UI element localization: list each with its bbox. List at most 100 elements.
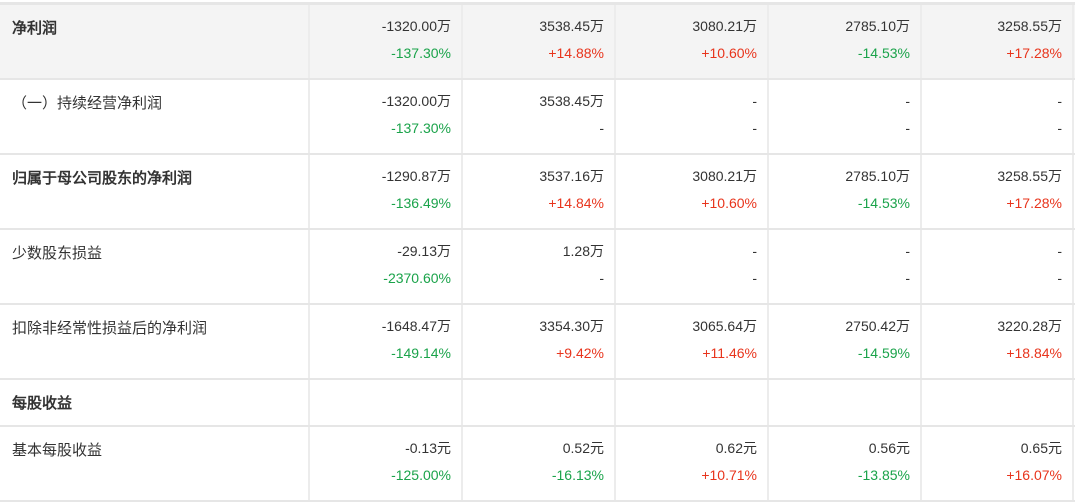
value: 0.62元 <box>715 440 757 456</box>
change-percent: - <box>752 120 757 136</box>
change-percent: +14.84% <box>548 195 604 211</box>
value: 3080.21万 <box>692 18 757 34</box>
value-cell: -1320.00万 -137.30% <box>310 80 463 153</box>
change-percent: -16.13% <box>551 467 604 483</box>
value: 0.52元 <box>562 440 604 456</box>
change-percent: +10.71% <box>701 467 757 483</box>
change-percent: +17.28% <box>1006 45 1062 61</box>
value: 0.56元 <box>868 440 910 456</box>
value-cell <box>769 380 922 425</box>
value-cell: -- <box>769 80 922 153</box>
value-cell: 0.56元 -13.85% <box>769 427 922 500</box>
value-cell: 0.52元 -16.13% <box>463 427 616 500</box>
value-cell: 2750.42万 -14.59% <box>769 305 922 378</box>
value: 3538.45万 <box>539 93 604 109</box>
table-row: 扣除非经常性损益后的净利润 -1648.47万 -149.14% 3354.30万 +9… <box>0 305 1075 380</box>
value: -29.13万 <box>397 243 451 259</box>
value-cell <box>922 380 1074 425</box>
table-row: （一）持续经营净利润 -1320.00万 -137.30% 3538.45万 - - - - -… <box>0 80 1075 155</box>
value: - <box>752 93 757 109</box>
value-cell: -- <box>922 80 1074 153</box>
row-label: 归属于母公司股东的净利润 <box>0 155 310 228</box>
value: - <box>905 93 910 109</box>
change-percent: -125.00% <box>391 467 451 483</box>
value: 2785.10万 <box>845 18 910 34</box>
value: 0.65元 <box>1020 440 1062 456</box>
value: -1320.00万 <box>381 18 451 34</box>
value-cell: 3258.55万 +17.28% <box>922 155 1074 228</box>
value: -0.13元 <box>405 440 451 456</box>
value-cell: 3354.30万 +9.42% <box>463 305 616 378</box>
change-percent: +16.07% <box>1006 467 1062 483</box>
value: 3538.45万 <box>539 18 604 34</box>
change-percent: -137.30% <box>391 120 451 136</box>
value: 1.28万 <box>562 243 604 259</box>
value-cell: 0.65元 +16.07% <box>922 427 1074 500</box>
value-cell: -- <box>616 230 769 303</box>
value-cell <box>463 380 616 425</box>
row-label: 净利润 <box>0 5 310 78</box>
value-cell: -1648.47万 -149.14% <box>310 305 463 378</box>
value: 3220.28万 <box>997 318 1062 334</box>
value: 3537.16万 <box>539 168 604 184</box>
value: 2750.42万 <box>845 318 910 334</box>
change-percent: -14.53% <box>857 45 910 61</box>
change-percent: -13.85% <box>857 467 910 483</box>
change-percent: - <box>1057 270 1062 286</box>
value: - <box>1057 93 1062 109</box>
change-percent: +11.46% <box>702 345 757 361</box>
value-cell <box>616 380 769 425</box>
value: 3354.30万 <box>539 318 604 334</box>
value: 2785.10万 <box>845 168 910 184</box>
row-label: 基本每股收益 <box>0 427 310 500</box>
value-cell <box>310 380 463 425</box>
value-cell: -- <box>616 80 769 153</box>
value-cell: -- <box>769 230 922 303</box>
change-percent: -14.59% <box>857 345 910 361</box>
change-percent: - <box>905 270 910 286</box>
change-percent: - <box>1057 120 1062 136</box>
value-cell: 0.62元 +10.71% <box>616 427 769 500</box>
value-cell: -1320.00万 -137.30% <box>310 5 463 78</box>
value: 3258.55万 <box>997 168 1062 184</box>
value: 3080.21万 <box>692 168 757 184</box>
row-label: 每股收益 <box>0 380 310 425</box>
value-cell: 3080.21万 +10.60% <box>616 5 769 78</box>
change-percent: +10.60% <box>701 195 757 211</box>
value-cell: 3080.21万 +10.60% <box>616 155 769 228</box>
change-percent: -136.49% <box>391 195 451 211</box>
value: 3258.55万 <box>997 18 1062 34</box>
table-row: 净利润 -1320.00万 -137.30% 3538.45万 +14.88% 3080.… <box>0 5 1075 80</box>
value-cell: -- <box>922 230 1074 303</box>
value-cell: -1290.87万 -136.49% <box>310 155 463 228</box>
change-percent: +10.60% <box>701 45 757 61</box>
change-percent: -137.30% <box>391 45 451 61</box>
change-percent: - <box>752 270 757 286</box>
change-percent: +18.84% <box>1006 345 1062 361</box>
value: - <box>1057 243 1062 259</box>
value-cell: 2785.10万 -14.53% <box>769 155 922 228</box>
value-cell: 3220.28万 +18.84% <box>922 305 1074 378</box>
table-row: 基本每股收益 -0.13元 -125.00% 0.52元 -16.13% 0.62元 +10… <box>0 427 1075 502</box>
value-cell: 3538.45万 - <box>463 80 616 153</box>
value-cell: 1.28万 - <box>463 230 616 303</box>
value-cell: 3258.55万 +17.28% <box>922 5 1074 78</box>
change-percent: -149.14% <box>391 345 451 361</box>
row-label: 少数股东损益 <box>0 230 310 303</box>
value-cell: -29.13万 -2370.60% <box>310 230 463 303</box>
change-percent: - <box>905 120 910 136</box>
value: 3065.64万 <box>692 318 757 334</box>
change-percent: +17.28% <box>1006 195 1062 211</box>
value-cell: 3538.45万 +14.88% <box>463 5 616 78</box>
table-row: 每股收益 <box>0 380 1075 427</box>
change-percent: -14.53% <box>857 195 910 211</box>
value: -1648.47万 <box>381 318 451 334</box>
change-percent: +9.42% <box>556 345 604 361</box>
row-label: （一）持续经营净利润 <box>0 80 310 153</box>
table-row: 少数股东损益 -29.13万 -2370.60% 1.28万 - - - - - - - <box>0 230 1075 305</box>
row-label: 扣除非经常性损益后的净利润 <box>0 305 310 378</box>
change-percent: -2370.60% <box>383 270 451 286</box>
value: -1320.00万 <box>381 93 451 109</box>
value-cell: 3065.64万 +11.46% <box>616 305 769 378</box>
